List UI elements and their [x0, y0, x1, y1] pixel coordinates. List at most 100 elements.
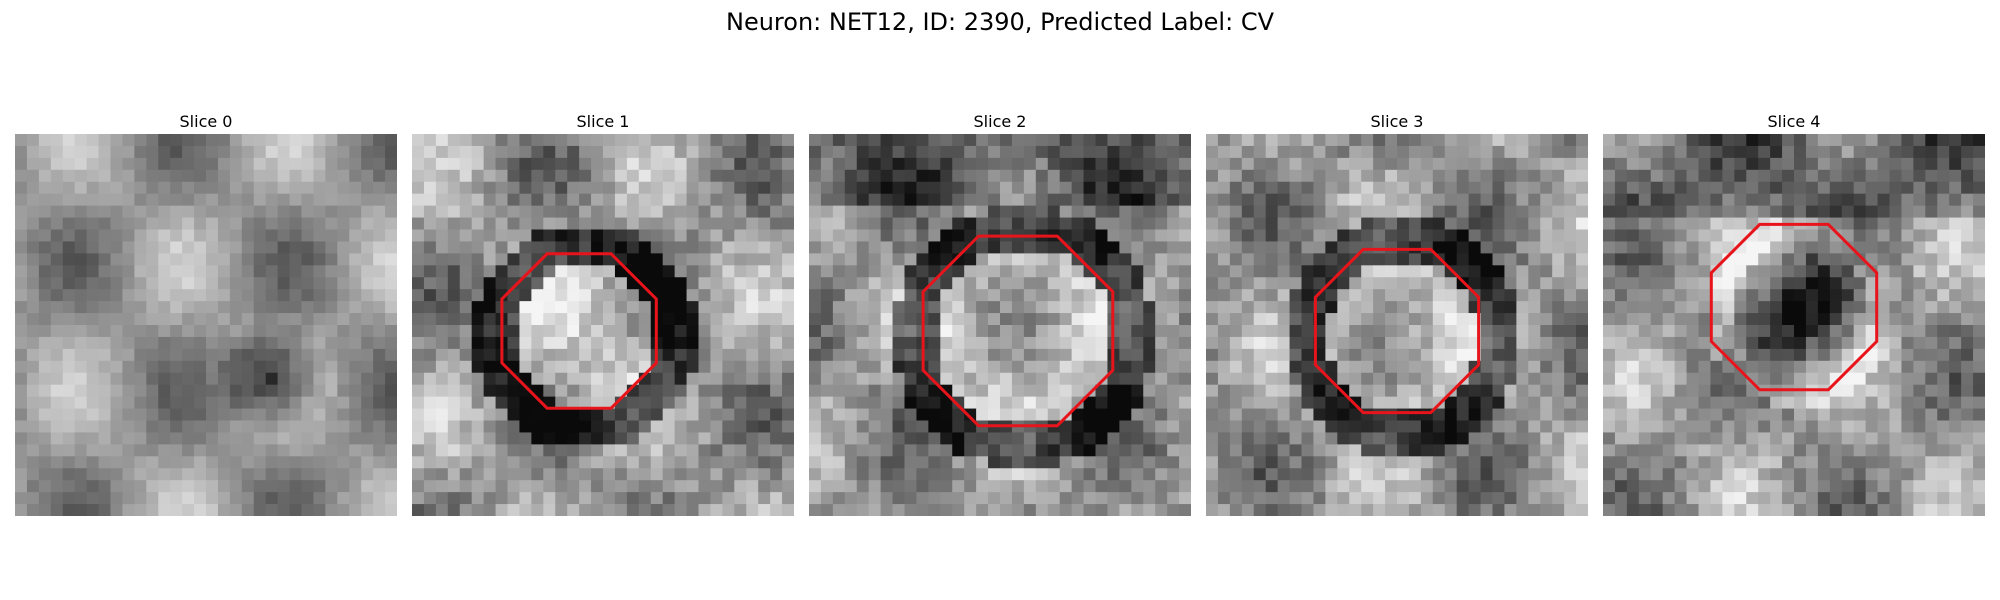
pixel [1540, 265, 1553, 278]
pixel [110, 492, 123, 505]
pixel [579, 480, 592, 493]
pixel [603, 348, 616, 362]
pixel [626, 313, 640, 326]
pixel [674, 492, 688, 505]
pixel [206, 360, 219, 374]
pixel [770, 253, 783, 266]
pixel [964, 265, 977, 278]
pixel [1023, 384, 1037, 398]
pixel [1217, 372, 1231, 386]
pixel [122, 313, 135, 326]
pixel [1277, 253, 1291, 266]
pixel [1853, 313, 1867, 326]
pixel [543, 217, 556, 230]
pixel [122, 348, 135, 362]
pixel [1937, 265, 1950, 278]
pixel [567, 504, 580, 516]
pixel [770, 157, 783, 171]
pixel [1817, 289, 1831, 302]
pixel [531, 360, 544, 374]
pixel [459, 432, 473, 445]
pixel [1083, 289, 1096, 302]
pixel [531, 241, 544, 254]
pixel [519, 169, 532, 183]
pixel [1805, 229, 1819, 242]
pixel [62, 205, 76, 219]
pixel [567, 444, 580, 457]
pixel [435, 229, 449, 242]
pixel [1277, 456, 1291, 469]
pixel [50, 217, 64, 230]
pixel [110, 217, 123, 230]
pixel [770, 277, 783, 290]
pixel [1337, 169, 1350, 183]
pixel [674, 217, 688, 230]
pixel [1817, 169, 1831, 183]
pixel [277, 145, 291, 159]
pixel [1035, 313, 1049, 326]
pixel [1206, 420, 1219, 433]
pixel [241, 229, 255, 242]
pixel [1865, 396, 1879, 410]
pixel [1528, 205, 1541, 219]
pixel [892, 504, 905, 516]
pixel [662, 336, 676, 350]
pixel [1468, 492, 1482, 505]
pixel [722, 468, 735, 481]
pixel [1095, 420, 1108, 433]
pixel [770, 432, 783, 445]
pixel [1397, 348, 1410, 362]
pixel [313, 217, 326, 230]
pixel [1698, 265, 1711, 278]
pixel [1889, 325, 1902, 338]
pixel [1552, 325, 1565, 338]
pixel [734, 289, 747, 302]
pixel [1253, 265, 1267, 278]
pixel [880, 444, 894, 457]
pixel [1805, 444, 1819, 457]
pixel [435, 241, 449, 254]
pixel [674, 229, 688, 242]
pixel [1277, 241, 1291, 254]
pixel [229, 396, 243, 410]
pixel [1397, 420, 1410, 433]
pixel [1206, 181, 1219, 195]
pixel [1011, 217, 1025, 230]
pixel [98, 134, 111, 147]
pixel [1650, 301, 1664, 314]
pixel [1325, 157, 1338, 171]
pixel [253, 492, 267, 505]
pixel [1011, 492, 1025, 505]
pixel [916, 217, 929, 230]
pixel [1925, 145, 1938, 159]
pixel [1961, 277, 1974, 290]
pixel [1564, 157, 1577, 171]
pixel [1626, 384, 1640, 398]
pixel [1047, 241, 1061, 254]
pixel [110, 169, 123, 183]
pixel [964, 384, 977, 398]
pixel [782, 468, 794, 481]
pixel [940, 444, 953, 457]
pixel [412, 253, 425, 266]
pixel [217, 181, 231, 195]
pixel [856, 145, 870, 159]
pixel [1901, 181, 1914, 195]
pixel [1047, 492, 1061, 505]
pixel [1059, 492, 1073, 505]
pixel [1710, 229, 1723, 242]
pixel [206, 468, 219, 481]
pixel [1674, 193, 1688, 207]
pixel [1071, 265, 1085, 278]
pixel [662, 504, 676, 516]
pixel [1614, 145, 1628, 159]
pixel [1794, 432, 1807, 445]
pixel [170, 289, 183, 302]
pixel [1241, 325, 1255, 338]
pixel [916, 145, 929, 159]
pixel [1805, 408, 1819, 421]
pixel [892, 348, 905, 362]
pixel [782, 145, 794, 159]
pixel [423, 157, 437, 171]
pixel [1841, 336, 1855, 350]
